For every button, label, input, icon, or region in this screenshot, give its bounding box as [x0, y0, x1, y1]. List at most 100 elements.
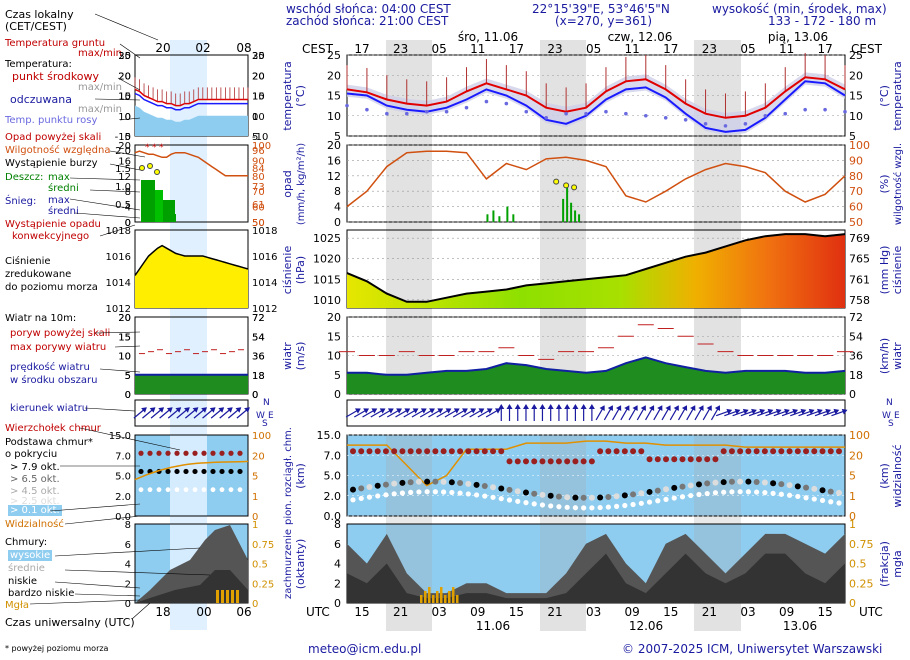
ytick-left-press: 1025 — [313, 232, 341, 245]
cloud-base-marker-low — [473, 492, 480, 498]
storm-marker — [553, 178, 560, 185]
cloud-top-marker — [786, 448, 793, 455]
legend-fog-bar — [231, 590, 234, 603]
wind-dir-arrow — [653, 405, 663, 421]
legend-ytick-right-cover: 0.25 — [252, 579, 274, 590]
dew-point-marker — [564, 111, 568, 116]
legend-wind-dir-arrow — [236, 407, 250, 419]
cloud-top-marker — [531, 458, 538, 465]
legend-cloud-top-marker — [165, 450, 171, 456]
legend-wind-dir-arrow — [167, 407, 182, 419]
fog-bar — [452, 587, 455, 603]
legend-compass-e: E — [268, 411, 274, 421]
ytick-left-prec: 0 — [334, 216, 341, 229]
legend-rain-mean-bar — [155, 190, 163, 222]
pressure-line — [346, 233, 846, 303]
fog-bar — [448, 591, 451, 603]
wind-dir-arrow — [814, 408, 831, 417]
wind-dir-arrow — [354, 408, 370, 418]
legend-wind-dir-arrow — [227, 407, 242, 419]
legend-ytick-left-wind: 15 — [118, 332, 131, 343]
felt-maxmin: max/min — [78, 104, 123, 115]
wind-dir-arrow — [452, 408, 468, 418]
night-band-bottom-2 — [694, 603, 741, 631]
legend-cloud-base-marker — [228, 468, 234, 475]
high-clouds-label: wysokie — [8, 550, 53, 561]
cloud-base-marker-low — [531, 501, 537, 507]
legend-ytick-right-temp: 10 — [252, 112, 265, 123]
ytick-left-cover: 4 — [334, 558, 341, 571]
legend-day-band — [170, 40, 207, 630]
top-hour-label: 05 — [586, 42, 601, 56]
legend-ytick-left-wind: 0 — [125, 390, 131, 401]
cloud-base-marker — [514, 488, 521, 495]
legend-ytick-right-prec: 61 — [252, 200, 265, 211]
ytick-right-press: 761 — [849, 273, 870, 286]
legend-ytick-right-temp: 30 — [252, 51, 265, 62]
bottom-hour-label: 15 — [663, 605, 678, 619]
cloud-base-marker-low — [712, 490, 719, 496]
ytick-left-wind: 10 — [327, 350, 341, 363]
axis-title-cloud-right-unit: (km) — [878, 463, 891, 489]
felt-temp-label: odczuwana — [10, 93, 72, 106]
contact-email[interactable]: meteo@icm.edu.pl — [308, 642, 422, 656]
legend-cloud-base-marker — [165, 468, 171, 475]
legend-cloud-top-marker — [219, 450, 225, 456]
wind-dir-arrow — [522, 404, 529, 421]
axis-title-press-left-unit: (hPa) — [294, 256, 307, 284]
legend-ytick-right-wind: 0 — [252, 390, 258, 401]
cloud-base-marker — [440, 478, 447, 485]
legend-connector — [117, 77, 141, 91]
cloud-base-marker-low — [408, 489, 414, 495]
wind-dir-arrow — [702, 405, 712, 421]
wind-dir-arrow — [514, 404, 521, 421]
cloud-base-marker — [630, 491, 637, 498]
legend-connector — [84, 407, 136, 412]
wind-dir-arrow — [370, 408, 386, 418]
cloud-top-marker — [745, 448, 752, 455]
ytick-left-temp: 20 — [327, 69, 341, 82]
legend-cloud-top-marker — [183, 450, 189, 456]
cloud-base-marker-low — [737, 489, 743, 495]
top-hour-label: 23 — [393, 42, 408, 56]
cloud-base-marker-low — [375, 493, 381, 499]
axis-title-cover-right-unit: (frakcja) — [878, 541, 891, 587]
wind-dir-arrow — [362, 408, 378, 418]
ytick-right-prec: 100 — [849, 139, 870, 152]
legend-connector — [64, 569, 211, 576]
legend-connector — [131, 602, 151, 620]
legend-ytick-right-wind: 18 — [252, 371, 265, 382]
ytick-left-prec: 12 — [327, 170, 341, 183]
cloud-base-marker — [638, 490, 645, 497]
cloud-base-marker — [539, 491, 546, 498]
dew-point-marker — [803, 107, 807, 112]
low-clouds-label: niskie — [8, 576, 38, 587]
cloud-base-marker-low — [449, 489, 455, 496]
cloud-base-marker — [572, 494, 579, 501]
top-hour-label: 23 — [547, 42, 562, 56]
legend-wind-dir-arrow — [133, 407, 147, 419]
wind-dir-arrow — [628, 405, 638, 421]
wind-dir-arrow — [732, 408, 749, 417]
cloud-top-marker — [555, 458, 562, 465]
legend-ytick-right-cloud: 100 — [252, 431, 271, 442]
cloud-top-marker — [424, 448, 431, 455]
top-hour-label: 17 — [509, 42, 524, 56]
ytick-left-temp: 10 — [327, 110, 341, 123]
storm-label: Wystąpienie burzy — [5, 158, 98, 169]
legend-ytick-left-temp: 0 — [125, 112, 131, 123]
dew-point-marker — [345, 103, 349, 108]
wind-dir-arrow — [781, 408, 799, 417]
legend-ytick-right-prec: 50 — [252, 218, 265, 229]
cloud-top-marker — [720, 448, 727, 455]
legend-connector — [64, 515, 141, 525]
legend-ytick-left-temp: 20 — [118, 71, 131, 82]
legend-wind-dir-arrow — [210, 407, 225, 419]
wind-dir-arrow — [748, 408, 766, 417]
axis-title-wind-left: wiatr — [281, 342, 294, 370]
axis-title-temp-right-unit: (°C) — [878, 85, 891, 107]
ytick-left-cover: 2 — [334, 577, 341, 590]
legend-ytick-right-temp: 25 — [252, 51, 265, 62]
cloud-base-marker — [580, 494, 587, 501]
legend-cloud-base-marker — [192, 468, 198, 475]
